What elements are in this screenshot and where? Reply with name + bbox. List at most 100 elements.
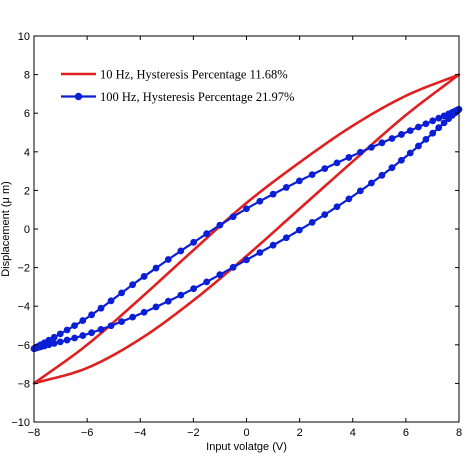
- x-tick-label: 6: [403, 427, 409, 439]
- data-point: [378, 139, 386, 147]
- data-point: [295, 226, 303, 234]
- data-point: [63, 326, 71, 334]
- data-point: [398, 156, 405, 164]
- plot-frame: [33, 35, 460, 423]
- data-point: [269, 241, 277, 249]
- data-point: [422, 135, 430, 143]
- data-point: [388, 164, 396, 172]
- data-point: [50, 333, 58, 341]
- y-tick-label: −2: [17, 263, 30, 275]
- data-point: [190, 238, 198, 246]
- data-point: [388, 135, 396, 142]
- data-point: [378, 171, 386, 179]
- data-point: [368, 143, 375, 151]
- x-tick-label: −2: [187, 427, 200, 439]
- data-point: [118, 289, 125, 297]
- y-tick-label: 4: [24, 147, 30, 159]
- data-point: [345, 195, 353, 203]
- data-point: [50, 340, 58, 347]
- data-point: [243, 256, 250, 264]
- data-point: [88, 311, 95, 319]
- data-point: [97, 304, 105, 312]
- data-point: [435, 114, 443, 122]
- data-point: [152, 303, 160, 311]
- data-point: [229, 213, 237, 221]
- data-point: [333, 203, 341, 211]
- y-axis-label: Displacement (μ m): [0, 181, 12, 277]
- x-tick-label: −4: [134, 427, 147, 439]
- data-point: [203, 278, 211, 286]
- data-point: [203, 230, 211, 238]
- data-point: [140, 308, 148, 316]
- y-tick-label: −10: [11, 417, 30, 429]
- y-tick-label: −4: [17, 301, 30, 313]
- data-point: [415, 123, 422, 131]
- data-point: [97, 326, 105, 333]
- data-point: [282, 234, 290, 242]
- data-point: [256, 197, 264, 205]
- data-point: [118, 318, 125, 326]
- x-axis-label: Input volatge (V): [206, 441, 287, 453]
- data-point: [308, 218, 316, 226]
- legend-label-2: 100 Hz, Hysteresis Percentage 21.97%: [100, 90, 294, 104]
- data-point: [422, 120, 430, 128]
- data-point: [429, 117, 437, 125]
- data-point: [321, 211, 329, 219]
- data-point: [308, 171, 316, 178]
- plot-area: [34, 36, 459, 422]
- data-point: [216, 221, 224, 229]
- data-point: [88, 329, 95, 337]
- data-point: [321, 165, 329, 172]
- data-point: [129, 281, 137, 289]
- data-point: [356, 148, 364, 156]
- data-point: [345, 154, 353, 161]
- data-point: [140, 273, 148, 280]
- y-tick-label: 6: [24, 108, 30, 120]
- data-point: [177, 291, 185, 299]
- legend-marker: [74, 92, 83, 101]
- legend-label-1: 10 Hz, Hysteresis Percentage 11.68%: [100, 68, 288, 82]
- data-point: [368, 179, 375, 187]
- y-tick-label: −6: [17, 340, 30, 352]
- data-point: [107, 297, 115, 305]
- data-point: [216, 271, 224, 279]
- data-point: [56, 338, 64, 346]
- y-tick-label: 10: [18, 31, 30, 43]
- data-point: [129, 313, 137, 321]
- data-point: [63, 336, 71, 344]
- data-point: [79, 332, 87, 339]
- data-point: [282, 184, 290, 191]
- x-tick-label: 8: [456, 427, 462, 439]
- data-point: [440, 119, 448, 127]
- data-point: [107, 322, 115, 330]
- data-point: [406, 127, 414, 135]
- x-tick-label: 0: [243, 427, 249, 439]
- data-point: [152, 264, 160, 272]
- data-point: [295, 177, 303, 185]
- data-point: [164, 256, 172, 263]
- data-point: [177, 247, 185, 255]
- x-tick-label: 4: [350, 427, 356, 439]
- data-point: [406, 149, 414, 157]
- data-point: [333, 159, 341, 167]
- data-point: [71, 322, 78, 330]
- x-tick-label: 2: [297, 427, 303, 439]
- data-point: [229, 263, 237, 271]
- data-point: [190, 285, 198, 293]
- data-point: [56, 330, 64, 338]
- x-tick-label: −8: [28, 427, 41, 439]
- data-point: [243, 205, 250, 213]
- y-tick-label: 0: [24, 224, 30, 236]
- data-point: [415, 142, 422, 150]
- data-point: [164, 297, 172, 305]
- y-tick-label: 8: [24, 70, 30, 82]
- data-point: [79, 317, 87, 324]
- x-tick-label: −6: [81, 427, 94, 439]
- data-point: [71, 334, 78, 342]
- data-point: [429, 129, 437, 137]
- data-point: [398, 131, 405, 138]
- y-tick-label: −8: [17, 378, 30, 390]
- data-point: [435, 124, 443, 132]
- data-point: [269, 190, 277, 198]
